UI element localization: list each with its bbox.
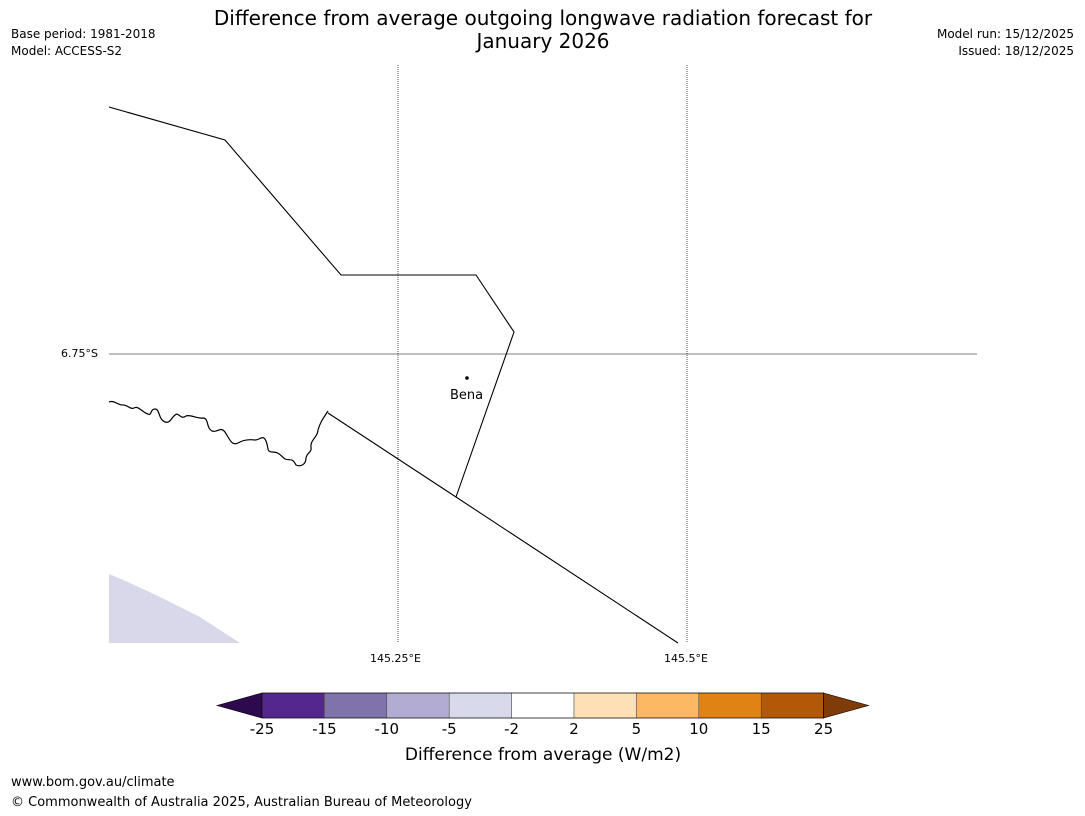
colorbar-segment	[573, 692, 637, 719]
boundary-line-north	[108, 106, 515, 498]
colorbar-segment	[511, 692, 575, 719]
tick-label: 5	[631, 720, 642, 738]
river-line	[108, 400, 329, 467]
colorbar-segment	[324, 692, 388, 719]
meta-left: Base period: 1981-2018 Model: ACCESS-S2	[11, 26, 156, 60]
issued-date: Issued: 18/12/2025	[958, 44, 1074, 58]
lon-label-1: 145.25°E	[370, 652, 421, 665]
bena-marker	[465, 376, 469, 380]
tick-label: -2	[504, 720, 520, 738]
tick-label: -25	[249, 720, 275, 738]
tick-label: 15	[751, 720, 771, 738]
colorbar-segment	[760, 692, 824, 719]
colorbar-segment	[261, 692, 325, 719]
lon-label-2: 145.5°E	[664, 652, 708, 665]
lat-label: 6.75°S	[61, 347, 98, 360]
colorbar-segment	[448, 692, 512, 719]
tick-label: -10	[374, 720, 400, 738]
title-line-2: January 2026	[476, 29, 610, 53]
tick-label: 10	[689, 720, 709, 738]
meta-right: Model run: 15/12/2025 Issued: 18/12/2025	[937, 26, 1074, 60]
map-title: Difference from average outgoing longwav…	[143, 7, 943, 53]
tick-label: 2	[569, 720, 579, 738]
footer-copyright: © Commonwealth of Australia 2025, Austra…	[11, 795, 472, 810]
place-label-bena: Bena	[450, 388, 484, 403]
base-period: Base period: 1981-2018	[11, 27, 156, 41]
tick-label: 25	[814, 720, 834, 738]
colorbar-segment	[386, 692, 450, 719]
colorbar-segment	[698, 692, 762, 719]
colorbar-extend-low	[215, 692, 263, 719]
model-run: Model run: 15/12/2025	[936, 27, 1074, 41]
colorbar-outline	[261, 692, 824, 719]
shaded-region	[109, 574, 240, 643]
footer-url[interactable]: www.bom.gov.au/climate	[11, 775, 175, 790]
tick-label: -15	[312, 720, 337, 738]
tick-label: -5	[441, 720, 457, 738]
colorbar-segment	[636, 692, 700, 719]
colorbar-label: Difference from average (W/m2)	[404, 745, 682, 765]
boundary-line-south	[327, 412, 679, 644]
colorbar-extend-high	[823, 692, 870, 719]
title-line-1: Difference from average outgoing longwav…	[213, 6, 873, 30]
model-name: Model: ACCESS-S2	[11, 44, 123, 58]
